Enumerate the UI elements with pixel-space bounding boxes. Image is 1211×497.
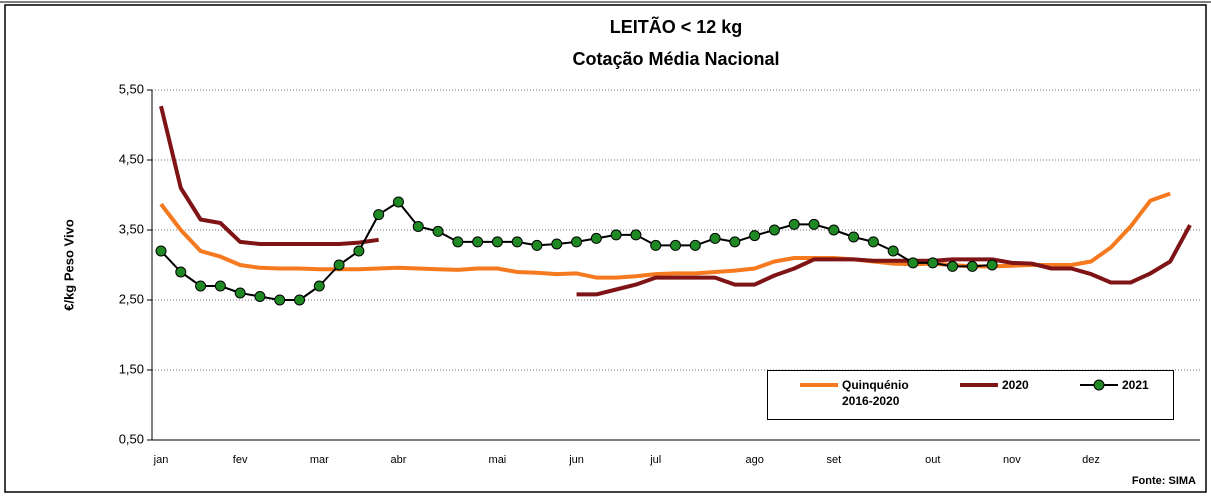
marker (590, 232, 602, 244)
y-tick-label: 4,50 (119, 151, 144, 166)
legend-label: 2021 (1122, 378, 1149, 392)
marker (294, 294, 306, 306)
marker (749, 230, 761, 242)
marker (412, 221, 424, 232)
marker (867, 236, 879, 248)
legend: Quinquénio 2016-2020 2020 2021 (767, 370, 1174, 420)
marker (670, 239, 681, 251)
marker (551, 238, 563, 250)
x-tick-label: out (925, 454, 940, 466)
marker (491, 236, 503, 248)
series-line (160, 201, 993, 301)
marker (373, 209, 385, 221)
marker (333, 259, 345, 271)
legend-swatch (1080, 379, 1118, 391)
marker (313, 280, 325, 292)
marker (353, 245, 365, 257)
marker (887, 245, 899, 257)
legend-swatch (960, 383, 998, 387)
marker (966, 260, 978, 272)
x-tick-label: fev (233, 454, 248, 466)
legend-label: 2020 (1002, 378, 1029, 392)
series-line (159, 191, 1171, 280)
x-tick-label: jul (649, 454, 661, 466)
marker (571, 236, 583, 248)
marker (531, 239, 543, 251)
marker (254, 291, 266, 302)
chart-title: LEITÃO < 12 kg (610, 16, 743, 37)
source-note: Fonte: SIMA (1132, 475, 1196, 487)
legend-item: 2021 (1078, 377, 1211, 393)
y-tick-label: 1,50 (119, 361, 144, 376)
x-tick-label: mai (489, 454, 507, 466)
chart-subtitle: Cotação Média Nacional (572, 49, 779, 69)
frame (4, 4, 1207, 493)
x-tick-label: mar (310, 454, 329, 466)
x-tick-label: jan (153, 454, 169, 466)
x-tick-label: abr (391, 454, 407, 466)
marker (828, 224, 840, 236)
marker (788, 218, 800, 230)
marker (986, 259, 998, 271)
legend-label: Quinquénio 2016-2020 (842, 378, 909, 408)
legend-swatch (800, 383, 838, 387)
marker (907, 257, 919, 269)
marker (234, 287, 246, 299)
series-line (159, 105, 1192, 297)
y-tick-label: 3,50 (119, 221, 144, 236)
marker (927, 257, 939, 269)
marker (808, 218, 820, 230)
marker (195, 280, 207, 292)
marker (610, 229, 622, 241)
marker (630, 229, 642, 241)
x-tick-label: ago (745, 454, 763, 466)
marker (274, 294, 286, 306)
marker (392, 196, 404, 208)
marker (650, 239, 662, 251)
marker (511, 236, 523, 248)
y-tick-label: 5,50 (119, 81, 144, 96)
legend-marker (1093, 379, 1105, 391)
marker (432, 225, 444, 237)
marker (947, 260, 959, 272)
legend-item: Quinquénio 2016-2020 (798, 377, 942, 409)
y-axis-label: €/kg Peso Vivo (61, 219, 76, 311)
legend-item: 2020 (958, 377, 1102, 393)
marker (709, 232, 721, 244)
x-tick-label: set (826, 454, 841, 466)
y-tick-label: 0,50 (119, 431, 144, 446)
marker (848, 231, 860, 243)
marker (768, 224, 780, 236)
x-tick-label: nov (1003, 454, 1021, 466)
x-tick-label: jun (568, 454, 584, 466)
marker (472, 236, 484, 248)
marker (689, 239, 701, 251)
y-tick-label: 2,50 (119, 291, 144, 306)
marker (452, 236, 464, 248)
marker (214, 280, 226, 292)
x-tick-label: dez (1082, 454, 1100, 466)
marker (729, 236, 741, 248)
marker (175, 266, 187, 278)
marker (155, 245, 167, 257)
